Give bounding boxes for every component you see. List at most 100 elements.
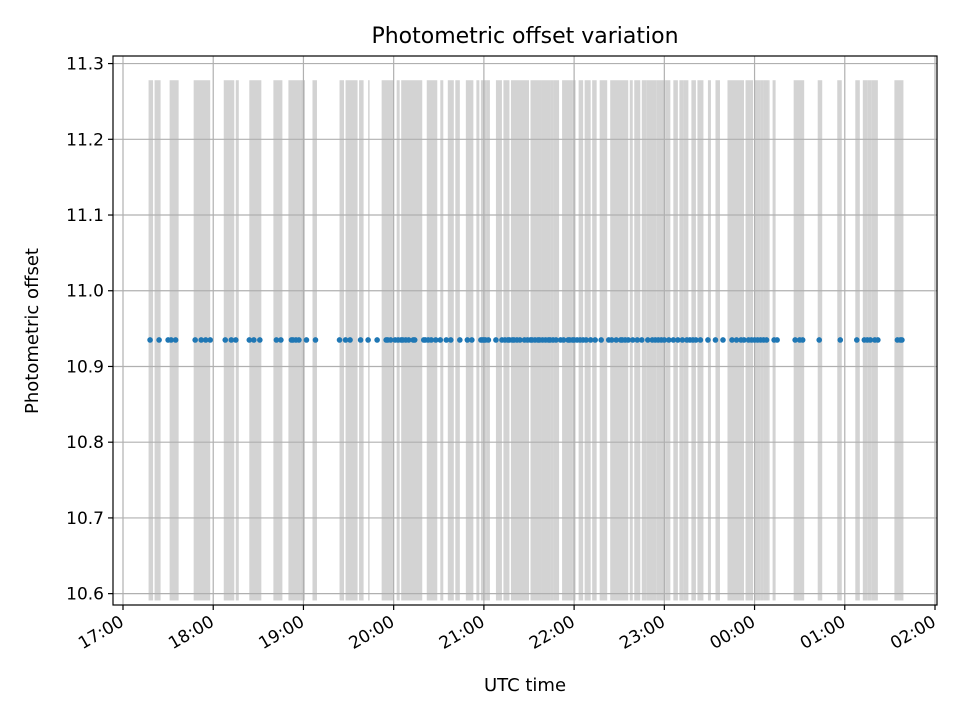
x-tick-label: 00:00 bbox=[707, 612, 759, 654]
data-point bbox=[560, 337, 567, 343]
data-point bbox=[837, 337, 844, 343]
data-point bbox=[411, 337, 418, 343]
data-point bbox=[763, 337, 770, 343]
data-point bbox=[296, 337, 302, 343]
y-tick-label: 10.8 bbox=[66, 433, 104, 453]
data-point bbox=[464, 337, 471, 343]
data-point bbox=[625, 337, 632, 343]
x-tick-label: 02:00 bbox=[887, 612, 939, 654]
data-point bbox=[644, 337, 651, 343]
data-point bbox=[443, 337, 450, 343]
data-point bbox=[222, 337, 229, 343]
data-point bbox=[172, 337, 179, 343]
x-tick-label: 23:00 bbox=[616, 612, 668, 654]
data-point bbox=[693, 337, 699, 343]
data-point bbox=[365, 337, 371, 343]
data-point bbox=[629, 337, 636, 343]
data-point bbox=[705, 337, 711, 343]
data-point bbox=[854, 337, 860, 343]
data-point bbox=[666, 337, 672, 343]
y-axis-label: Photometric offset bbox=[22, 248, 43, 414]
y-tick-label: 11.1 bbox=[66, 206, 104, 226]
data-point bbox=[156, 337, 162, 343]
data-point bbox=[485, 337, 492, 343]
data-point bbox=[198, 337, 204, 343]
data-point bbox=[661, 337, 668, 343]
y-tick-label: 11.0 bbox=[66, 282, 104, 302]
data-point bbox=[875, 337, 881, 343]
data-point bbox=[437, 337, 444, 343]
y-tick-label: 10.9 bbox=[66, 357, 104, 377]
data-point bbox=[583, 337, 589, 343]
data-point bbox=[792, 337, 798, 343]
x-tick-label: 18:00 bbox=[165, 612, 217, 654]
y-tick-label: 10.7 bbox=[66, 509, 104, 529]
data-point bbox=[675, 337, 681, 343]
x-tick-label: 01:00 bbox=[797, 612, 849, 654]
data-point bbox=[232, 337, 239, 343]
y-tick-label: 11.3 bbox=[66, 55, 104, 75]
data-point bbox=[799, 337, 806, 343]
data-point bbox=[697, 337, 704, 343]
data-point bbox=[741, 337, 747, 343]
data-point bbox=[608, 337, 615, 343]
grid-layer bbox=[113, 56, 937, 605]
data-point bbox=[405, 337, 412, 343]
data-point bbox=[592, 337, 598, 343]
y-tick-label: 11.2 bbox=[66, 130, 104, 150]
y-tick-label: 10.6 bbox=[66, 585, 104, 605]
points-layer bbox=[147, 337, 905, 343]
data-point bbox=[517, 337, 523, 343]
data-point bbox=[336, 337, 343, 343]
data-point bbox=[312, 337, 319, 343]
data-point bbox=[278, 337, 284, 343]
data-point bbox=[448, 337, 454, 343]
x-tick-label: 19:00 bbox=[256, 612, 308, 654]
data-point bbox=[457, 337, 463, 343]
data-point bbox=[347, 337, 353, 343]
data-point bbox=[670, 337, 677, 343]
x-axis-label: UTC time bbox=[484, 675, 566, 696]
data-point bbox=[899, 337, 905, 343]
data-point bbox=[867, 337, 874, 343]
data-point bbox=[469, 337, 475, 343]
data-point bbox=[228, 337, 235, 343]
data-point bbox=[432, 337, 439, 343]
data-point bbox=[257, 337, 263, 343]
data-point bbox=[733, 337, 740, 343]
data-point bbox=[374, 337, 380, 343]
observation-band bbox=[476, 80, 480, 601]
data-point bbox=[428, 337, 435, 343]
data-point bbox=[638, 337, 645, 343]
data-point bbox=[387, 337, 394, 343]
data-point bbox=[720, 337, 726, 343]
data-point bbox=[774, 337, 780, 343]
data-point bbox=[587, 337, 594, 343]
x-tick-label: 21:00 bbox=[436, 612, 488, 654]
observation-band bbox=[300, 80, 305, 601]
data-point bbox=[357, 337, 364, 343]
data-point bbox=[202, 337, 209, 343]
data-point bbox=[729, 337, 735, 343]
data-point bbox=[553, 337, 559, 343]
data-point bbox=[679, 337, 686, 343]
data-point bbox=[493, 337, 499, 343]
chart-title: Photometric offset variation bbox=[371, 24, 678, 49]
data-point bbox=[168, 337, 174, 343]
x-tick-label: 20:00 bbox=[346, 612, 398, 654]
data-point bbox=[342, 337, 349, 343]
data-point bbox=[251, 337, 257, 343]
observation-band bbox=[495, 80, 502, 601]
data-point bbox=[246, 337, 253, 343]
data-point bbox=[303, 337, 310, 343]
x-tick-label: 17:00 bbox=[75, 612, 127, 654]
data-point bbox=[192, 337, 198, 343]
data-point bbox=[147, 337, 153, 343]
data-point bbox=[613, 337, 620, 343]
data-point bbox=[273, 337, 280, 343]
data-point bbox=[207, 337, 214, 343]
data-point bbox=[816, 337, 823, 343]
axes-frame bbox=[112, 55, 938, 606]
data-point bbox=[634, 337, 641, 343]
